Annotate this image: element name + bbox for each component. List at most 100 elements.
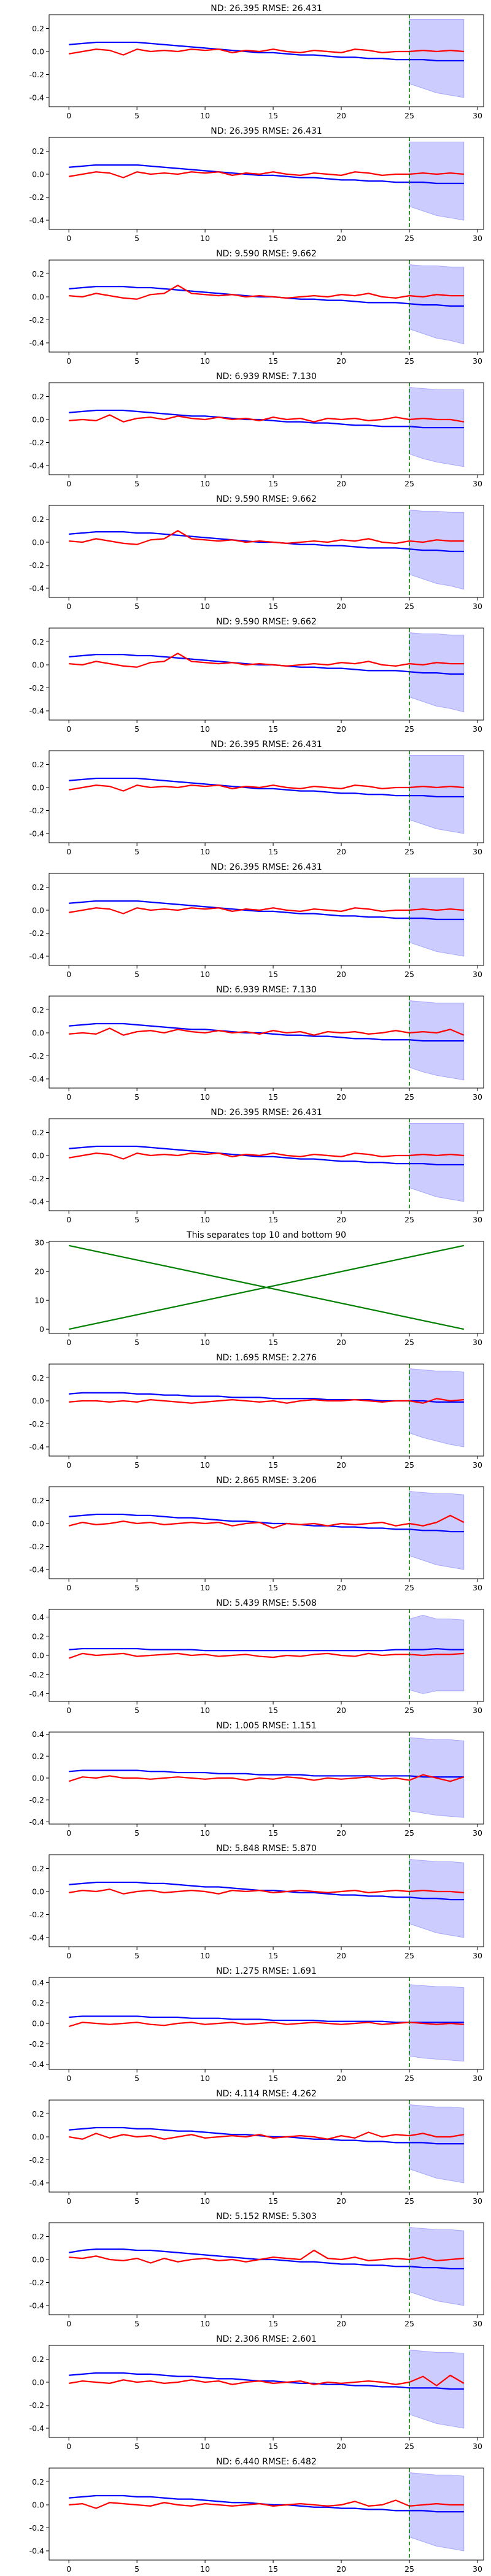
y-tick-label: 0.0 [32, 783, 44, 792]
x-tick-label: 0 [66, 2564, 71, 2574]
series-line [69, 41, 464, 62]
chart-title: ND: 5.848 RMSE: 5.870 [216, 1844, 317, 1853]
y-tick-label: 0.0 [32, 2255, 44, 2264]
x-tick-label: 10 [200, 602, 210, 611]
chart-title: ND: 1.275 RMSE: 1.691 [216, 1966, 317, 1976]
y-tick-label: -0.2 [29, 2401, 44, 2410]
x-tick-label: 5 [134, 2442, 139, 2451]
y-tick-label: 0.0 [32, 1029, 44, 1038]
x-tick-label: 25 [404, 2074, 414, 2083]
y-tick-label: 0.0 [32, 538, 44, 547]
series-line [69, 1881, 464, 1901]
y-tick-label: 0.0 [32, 1774, 44, 1783]
x-tick-label: 0 [66, 1706, 71, 1715]
chart-title: ND: 4.114 RMSE: 4.262 [216, 2089, 317, 2099]
series-line [69, 285, 464, 300]
x-tick-label: 10 [200, 1951, 210, 1960]
x-tick-label: 10 [200, 1706, 210, 1715]
y-tick-label: -0.4 [29, 707, 44, 716]
y-tick-label: 0.0 [32, 2019, 44, 2028]
y-tick-label: 0.2 [32, 1128, 44, 1137]
series-line [69, 1027, 465, 1036]
x-tick-label: 25 [404, 847, 414, 856]
x-tick-label: 5 [134, 479, 139, 488]
chart-title: This separates top 10 and bottom 90 [186, 1230, 346, 1240]
x-tick-label: 10 [200, 2074, 210, 2083]
x-tick-label: 20 [336, 2074, 346, 2083]
x-tick-label: 10 [200, 1460, 210, 1470]
series-line [69, 2249, 464, 2264]
x-tick-label: 25 [404, 2319, 414, 2328]
y-tick-label: 0.4 [32, 1978, 44, 1987]
x-tick-label: 30 [473, 1460, 482, 1470]
y-tick-label: -0.2 [29, 2523, 44, 2532]
series-line [69, 1769, 464, 1778]
x-tick-label: 20 [336, 479, 346, 488]
series-line [68, 171, 464, 178]
y-tick-label: -0.4 [29, 1933, 44, 1942]
chart-panel: ND: 2.306 RMSE: 2.601 0 5 10 15 20 25 30 -0.4 -0.… [29, 2334, 484, 2451]
series-line [69, 414, 465, 423]
y-tick-label: 0.2 [32, 637, 44, 646]
x-tick-label: 10 [200, 1338, 210, 1347]
y-tick-label: -0.4 [29, 2301, 44, 2310]
series-line [69, 2372, 464, 2390]
x-tick-label: 5 [134, 234, 139, 243]
y-tick-label: 0.2 [32, 1998, 44, 2007]
x-tick-label: 20 [336, 111, 346, 120]
series-line [68, 1774, 465, 1782]
y-tick-label: 20 [34, 1267, 44, 1276]
x-tick-label: 15 [268, 847, 278, 856]
chart-title: ND: 2.865 RMSE: 3.206 [216, 1476, 317, 1485]
x-tick-label: 15 [268, 1706, 278, 1715]
confidence-band [409, 1368, 465, 1447]
x-tick-label: 0 [66, 1460, 71, 1470]
x-tick-label: 0 [66, 111, 71, 120]
x-tick-label: 20 [336, 2564, 346, 2574]
x-tick-label: 15 [268, 1951, 278, 1960]
y-tick-label: 0.4 [32, 1730, 44, 1739]
chart-title: ND: 5.439 RMSE: 5.508 [216, 1598, 317, 1608]
x-tick-label: 10 [200, 970, 210, 979]
x-tick-label: 25 [404, 2564, 414, 2574]
y-tick-label: 0 [39, 1325, 44, 1334]
x-tick-label: 10 [200, 234, 210, 243]
x-tick-label: 20 [336, 2196, 346, 2206]
y-tick-label: -0.4 [29, 216, 44, 225]
chart-panel: ND: 9.590 RMSE: 9.662 0 5 10 15 20 25 30 -0.4 -0.… [29, 494, 484, 611]
x-tick-label: 5 [134, 1583, 139, 1592]
x-tick-label: 5 [134, 111, 139, 120]
y-tick-label: -0.2 [29, 438, 44, 447]
x-tick-label: 20 [336, 1092, 346, 1102]
y-tick-label: 0.0 [32, 1887, 44, 1896]
series-line [69, 164, 464, 185]
axes-frame [48, 2467, 484, 2561]
x-tick-label: 20 [336, 602, 346, 611]
chart-panel: ND: 26.395 RMSE: 26.431 0 5 10 15 20 25 30 -0.4 -… [29, 1108, 484, 1224]
y-tick-label: 30 [34, 1238, 44, 1248]
axes-frame [48, 382, 484, 475]
y-tick-label: -0.2 [29, 1419, 44, 1428]
series-line [69, 777, 464, 798]
y-tick-label: -0.2 [29, 2155, 44, 2164]
x-tick-label: 20 [336, 1828, 346, 1838]
series-line [69, 1398, 464, 1404]
x-tick-label: 10 [200, 724, 210, 734]
series-line [68, 2022, 464, 2028]
chart-title: ND: 26.395 RMSE: 26.431 [211, 740, 322, 749]
x-tick-label: 15 [268, 1583, 278, 1592]
x-tick-label: 15 [268, 111, 278, 120]
x-tick-label: 10 [200, 2442, 210, 2451]
y-tick-label: 0.2 [32, 1631, 44, 1641]
series-line [69, 2499, 464, 2509]
y-tick-label: 0.0 [32, 1651, 44, 1660]
series-line [69, 1145, 464, 1166]
x-tick-label: 25 [404, 2196, 414, 2206]
y-tick-label: 0.2 [32, 1864, 44, 1873]
x-tick-label: 30 [473, 1583, 482, 1592]
y-tick-label: -0.2 [29, 806, 44, 815]
x-tick-label: 10 [200, 847, 210, 856]
y-tick-label: 0.2 [32, 24, 44, 33]
chart-title: ND: 26.395 RMSE: 26.431 [211, 4, 322, 13]
x-tick-label: 20 [336, 356, 346, 366]
